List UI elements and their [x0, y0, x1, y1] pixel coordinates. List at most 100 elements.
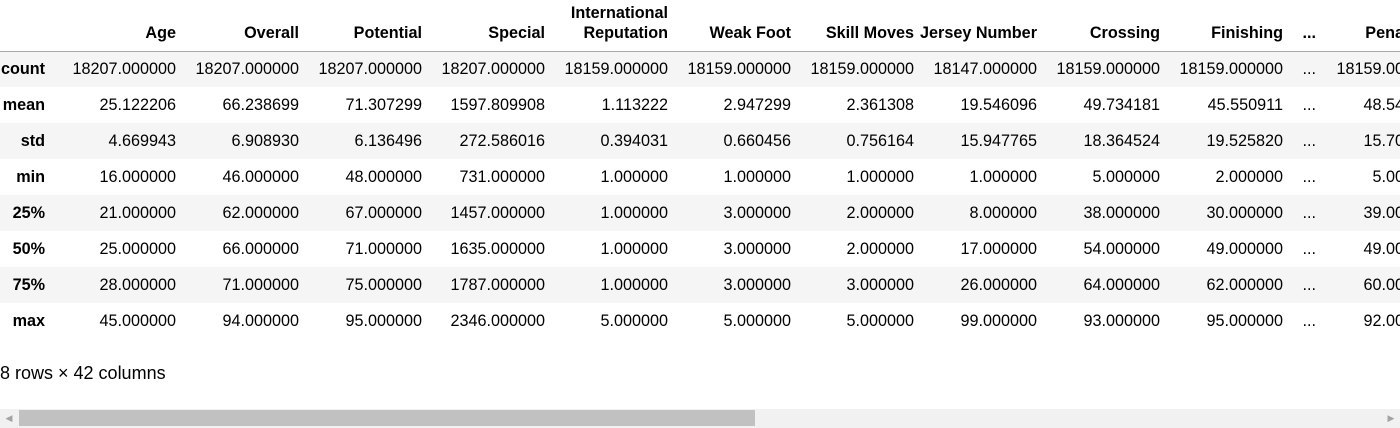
- row-label: 50%: [12, 239, 45, 258]
- table-cell: 5.000000: [846, 311, 914, 330]
- horizontal-scrollbar[interactable]: ◀ ▶: [0, 409, 1400, 428]
- column-header: Age: [145, 23, 176, 42]
- column-header: Pena: [1365, 23, 1400, 42]
- table-cell: 18159.000000: [1056, 59, 1160, 78]
- table-cell: 18159.000000: [1179, 59, 1283, 78]
- table-cell: 6.136496: [354, 131, 422, 150]
- table-cell: 18207.000000: [441, 59, 545, 78]
- row-label: mean: [2, 95, 45, 114]
- column-header: ...: [1302, 23, 1317, 42]
- table-cell: ...: [1302, 131, 1317, 150]
- table-cell: 26.000000: [960, 275, 1037, 294]
- column-header: Special: [488, 23, 545, 42]
- scroll-left-arrow-icon[interactable]: ◀: [5, 413, 13, 423]
- table-cell: 5.00: [1372, 167, 1400, 186]
- table-cell: 15.947765: [960, 131, 1037, 150]
- table-cell: 18147.000000: [933, 59, 1037, 78]
- table-cell: 272.586016: [459, 131, 545, 150]
- scroll-right-arrow-icon[interactable]: ▶: [1387, 413, 1395, 423]
- table-cell: 3.000000: [723, 203, 791, 222]
- table-row: 50% 25.000000 66.000000 71.000000 1635.00000…: [0, 231, 1400, 267]
- table-cell: ...: [1302, 167, 1317, 186]
- table-cell: 3.000000: [846, 275, 914, 294]
- dataframe-output: Age Overall Potential Special International …: [0, 0, 1400, 339]
- table-cell: 2.000000: [846, 203, 914, 222]
- column-header: Overall: [244, 23, 299, 42]
- row-label: std: [20, 131, 45, 150]
- table-cell: 49.734181: [1083, 95, 1160, 114]
- row-label: min: [16, 167, 45, 186]
- table-row: 75% 28.000000 71.000000 75.000000 1787.00000…: [0, 267, 1400, 303]
- table-cell: 21.000000: [99, 203, 176, 222]
- table-cell: 54.000000: [1083, 239, 1160, 258]
- table-cell: 49.00: [1363, 239, 1400, 258]
- table-cell: 39.00: [1363, 203, 1400, 222]
- table-row: 25% 21.000000 62.000000 67.000000 1457.00000…: [0, 195, 1400, 231]
- table-cell: 18207.000000: [72, 59, 176, 78]
- table-cell: 1.000000: [600, 203, 668, 222]
- table-cell: 18159.000000: [564, 59, 668, 78]
- table-cell: 71.000000: [222, 275, 299, 294]
- table-cell: 62.000000: [222, 203, 299, 222]
- scrollbar-thumb[interactable]: [19, 410, 755, 426]
- table-cell: 60.00: [1363, 275, 1400, 294]
- table-cell: 48.000000: [345, 167, 422, 186]
- column-header: Potential: [353, 23, 422, 42]
- header-row: Age Overall Potential Special International …: [0, 0, 1400, 51]
- table-cell: 1.000000: [600, 275, 668, 294]
- table-cell: 66.000000: [222, 239, 299, 258]
- table-cell: 19.546096: [960, 95, 1037, 114]
- table-cell: 67.000000: [345, 203, 422, 222]
- table-cell: ...: [1302, 59, 1317, 78]
- table-cell: 49.000000: [1206, 239, 1283, 258]
- table-cell: 18159.000000: [810, 59, 914, 78]
- table-cell: 38.000000: [1083, 203, 1160, 222]
- table-cell: 75.000000: [345, 275, 422, 294]
- table-cell: ...: [1302, 239, 1317, 258]
- column-header: Jersey Number: [920, 23, 1037, 42]
- table-cell: 62.000000: [1206, 275, 1283, 294]
- table-cell: 18159.00: [1336, 59, 1400, 78]
- table-cell: 28.000000: [99, 275, 176, 294]
- table-cell: 2.000000: [1215, 167, 1283, 186]
- table-row: max 45.000000 94.000000 95.000000 2346.00000…: [0, 303, 1400, 339]
- table-cell: 25.000000: [99, 239, 176, 258]
- column-header: International Reputation: [570, 3, 668, 42]
- table-cell: 5.000000: [723, 311, 791, 330]
- table-cell: 5.000000: [600, 311, 668, 330]
- table-cell: 45.000000: [99, 311, 176, 330]
- column-header: Finishing: [1211, 23, 1283, 42]
- table-cell: 30.000000: [1206, 203, 1283, 222]
- table-cell: 2.000000: [846, 239, 914, 258]
- table-cell: ...: [1302, 311, 1317, 330]
- table-body: count 18207.000000 18207.000000 18207.00000…: [0, 51, 1400, 339]
- table-cell: 2.947299: [723, 95, 791, 114]
- table-cell: ...: [1302, 203, 1317, 222]
- table-row: mean 25.122206 66.238699 71.307299 1597.8099…: [0, 87, 1400, 123]
- row-label: 75%: [12, 275, 45, 294]
- table-cell: 18159.000000: [687, 59, 791, 78]
- table-cell: 5.000000: [1092, 167, 1160, 186]
- table-cell: 64.000000: [1083, 275, 1160, 294]
- table-cell: 731.000000: [459, 167, 545, 186]
- shape-summary: 8 rows × 42 columns: [0, 363, 166, 383]
- table-cell: 18207.000000: [318, 59, 422, 78]
- table-cell: 25.122206: [99, 95, 176, 114]
- table-cell: 0.756164: [846, 131, 914, 150]
- table-cell: 17.000000: [960, 239, 1037, 258]
- column-header: Skill Moves: [825, 23, 914, 42]
- column-header: Weak Foot: [709, 23, 791, 42]
- table-cell: ...: [1302, 95, 1317, 114]
- table-cell: 1.000000: [969, 167, 1037, 186]
- table-cell: 0.660456: [723, 131, 791, 150]
- table-cell: 92.00: [1363, 311, 1400, 330]
- table-cell: 6.908930: [231, 131, 299, 150]
- table-cell: 16.000000: [99, 167, 176, 186]
- table-cell: 1.113222: [601, 95, 668, 114]
- table-cell: 19.525820: [1206, 131, 1283, 150]
- table-cell: 71.307299: [345, 95, 422, 114]
- row-label: max: [12, 311, 45, 330]
- table-cell: 15.70: [1363, 131, 1400, 150]
- table-cell: 3.000000: [723, 239, 791, 258]
- table-cell: 99.000000: [960, 311, 1037, 330]
